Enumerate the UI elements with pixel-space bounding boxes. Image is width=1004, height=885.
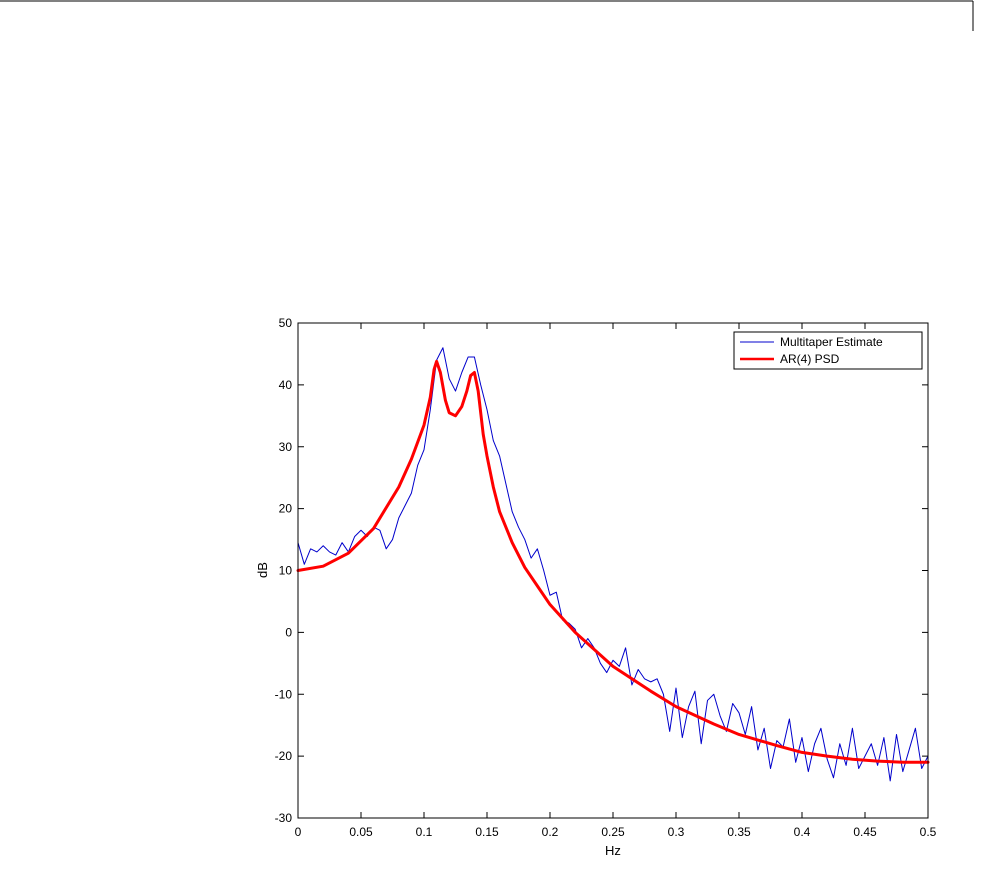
plot-area [298, 323, 928, 818]
y-tick-label: 10 [279, 564, 293, 578]
series-line-multitaper [297, 347, 929, 782]
x-tick-label: 0.15 [475, 825, 499, 839]
series-line-ar4 [296, 359, 930, 764]
x-tick-label: 0.2 [542, 825, 559, 839]
y-tick-label: 40 [279, 378, 293, 392]
x-tick-label: 0.35 [727, 825, 751, 839]
x-tick-label: 0.5 [920, 825, 937, 839]
plot-frame [297, 322, 929, 819]
x-tick-label: 0.4 [794, 825, 811, 839]
x-axis-ticks: 0 0.05 0.1 0.15 0.2 0.25 0.3 0.35 0.4 0.45 0.5 [295, 323, 937, 839]
legend-label-ar4: AR(4) PSD [780, 352, 840, 366]
y-axis-ticks: -30 -20 -10 0 10 20 30 40 50 [275, 316, 928, 825]
y-tick-label: -10 [275, 687, 293, 701]
legend-box [733, 331, 923, 370]
x-tick-label: 0.3 [668, 825, 685, 839]
x-axis-label: Hz [605, 843, 621, 858]
x-tick-label: 0.45 [853, 825, 877, 839]
x-tick-label: 0.25 [601, 825, 625, 839]
y-tick-label: 20 [279, 502, 293, 516]
y-tick-label: 50 [279, 316, 293, 330]
legend-label-multitaper: Multitaper Estimate [780, 335, 883, 349]
x-tick-label: 0.1 [416, 825, 433, 839]
x-tick-label: 0.05 [349, 825, 373, 839]
y-tick-label: 30 [279, 440, 293, 454]
y-tick-label: 0 [285, 625, 292, 639]
y-axis-label: dB [255, 562, 270, 578]
y-tick-label: -20 [275, 749, 293, 763]
series-layer [296, 347, 930, 782]
x-tick-label: 0 [295, 825, 302, 839]
legend: Multitaper Estimate AR(4) PSD [733, 331, 923, 370]
y-tick-label: -30 [275, 811, 293, 825]
